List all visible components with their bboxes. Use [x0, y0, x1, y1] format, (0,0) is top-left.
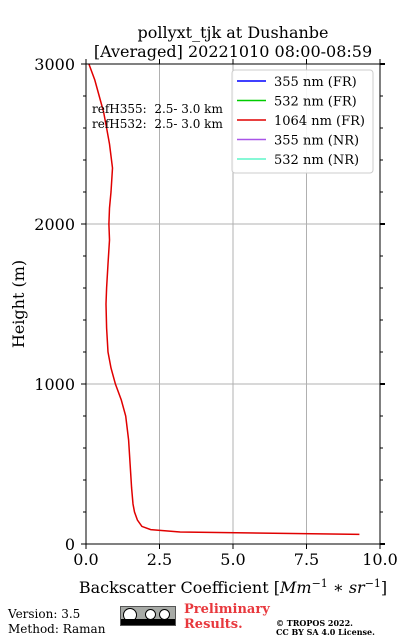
x-tick-label: 5.0 [220, 550, 245, 569]
y-tick-label: 1000 [34, 375, 75, 394]
annotation-refh532: refH532: 2.5- 3.0 km [92, 117, 223, 131]
x-tick-label: 7.5 [294, 550, 319, 569]
copyright-text: © TROPOS 2022. CC BY SA 4.0 License. [276, 618, 375, 637]
method-text: Method: Raman [8, 622, 106, 636]
x-tick-label: 10.0 [362, 550, 398, 569]
chart-subtitle: [Averaged] 20221010 08:00-08:59 [94, 42, 372, 61]
y-tick-label: 0 [65, 535, 75, 554]
axis-ticks: 0.0 2.5 5.0 7.5 10.0 0 1000 2000 3000 [34, 55, 398, 569]
version-text: Version: 3.5 [8, 607, 81, 621]
x-axis-label: Backscatter Coefficient [Mm−1 ∗ sr−1] [79, 577, 387, 597]
chart-svg: pollyxt_tjk at Dushanbe [Averaged] 20221… [9, 23, 398, 597]
cc-license-badge [120, 606, 176, 626]
y-tick-label: 2000 [34, 215, 75, 234]
legend-label: 532 nm (NR) [274, 153, 359, 168]
chart-title: pollyxt_tjk at Dushanbe [137, 23, 328, 42]
footer-version-block: Version: 3.5 Method: Raman [8, 607, 105, 637]
x-tick-label: 0.0 [73, 550, 98, 569]
legend-label: 355 nm (NR) [274, 134, 359, 149]
series-line-1064-nm-fr- [88, 63, 360, 536]
legend-label: 532 nm (FR) [274, 95, 357, 110]
y-tick-label: 3000 [34, 55, 75, 74]
x-tick-label: 2.5 [147, 550, 172, 569]
y-axis-label: Height (m) [9, 260, 28, 348]
legend-label: 355 nm (FR) [274, 75, 357, 90]
legend: 355 nm (FR) 532 nm (FR) 1064 nm (FR) 355 nm… [231, 69, 374, 174]
series-layer [88, 63, 360, 536]
legend-box [231, 69, 374, 174]
annotation-refh355: refH355: 2.5- 3.0 km [92, 102, 223, 116]
preliminary-results-text: Preliminary Results. [184, 602, 270, 632]
legend-label: 1064 nm (FR) [274, 114, 365, 129]
